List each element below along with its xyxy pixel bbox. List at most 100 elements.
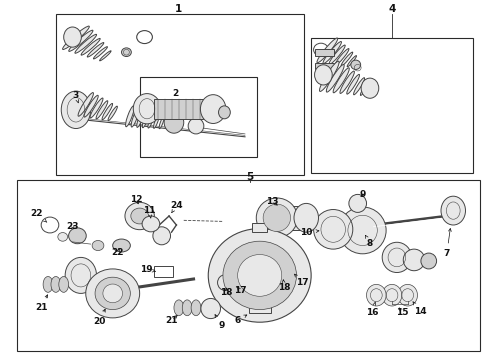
Text: 17: 17	[294, 274, 309, 287]
Ellipse shape	[360, 81, 370, 95]
Ellipse shape	[64, 27, 81, 47]
Ellipse shape	[349, 194, 367, 212]
Ellipse shape	[188, 118, 204, 134]
Ellipse shape	[421, 253, 437, 269]
Ellipse shape	[75, 34, 97, 53]
Ellipse shape	[354, 78, 365, 95]
Ellipse shape	[63, 26, 89, 50]
Ellipse shape	[191, 300, 201, 316]
Ellipse shape	[201, 298, 220, 319]
Ellipse shape	[95, 277, 130, 310]
Text: 22: 22	[111, 248, 124, 257]
Ellipse shape	[335, 49, 349, 65]
Ellipse shape	[323, 41, 342, 64]
Ellipse shape	[256, 198, 297, 238]
Ellipse shape	[94, 47, 107, 59]
Text: 19: 19	[140, 265, 155, 274]
Ellipse shape	[61, 91, 91, 129]
Ellipse shape	[125, 202, 154, 230]
Text: 16: 16	[366, 302, 379, 317]
Text: 10: 10	[300, 228, 319, 237]
Ellipse shape	[58, 233, 68, 241]
Text: 13: 13	[266, 197, 278, 206]
Text: 3: 3	[73, 91, 79, 103]
Ellipse shape	[133, 94, 161, 124]
Text: 2: 2	[172, 89, 178, 98]
Ellipse shape	[96, 101, 108, 119]
Text: 9: 9	[359, 190, 366, 199]
Ellipse shape	[238, 255, 282, 296]
Ellipse shape	[182, 300, 192, 316]
Text: 22: 22	[30, 209, 47, 222]
Ellipse shape	[108, 106, 118, 121]
Ellipse shape	[137, 109, 144, 127]
Ellipse shape	[208, 229, 311, 322]
Text: 15: 15	[396, 307, 409, 317]
Ellipse shape	[102, 103, 113, 120]
Ellipse shape	[148, 113, 154, 128]
Text: 9: 9	[215, 315, 225, 330]
Ellipse shape	[174, 300, 184, 316]
Bar	[315, 63, 334, 69]
Ellipse shape	[69, 30, 93, 51]
Ellipse shape	[263, 204, 291, 231]
Ellipse shape	[218, 275, 233, 291]
Ellipse shape	[230, 278, 243, 291]
Ellipse shape	[87, 42, 104, 57]
Text: 17: 17	[234, 287, 246, 295]
Ellipse shape	[142, 111, 149, 128]
Ellipse shape	[113, 239, 130, 252]
Ellipse shape	[339, 207, 386, 254]
Ellipse shape	[103, 284, 122, 303]
Ellipse shape	[159, 116, 164, 129]
Ellipse shape	[351, 60, 361, 69]
Text: 5: 5	[246, 172, 253, 183]
Bar	[277, 206, 306, 230]
Ellipse shape	[122, 48, 131, 57]
Text: 20: 20	[93, 309, 105, 326]
Ellipse shape	[329, 45, 345, 64]
Ellipse shape	[315, 65, 332, 85]
Ellipse shape	[90, 98, 103, 118]
Ellipse shape	[99, 51, 111, 61]
Ellipse shape	[142, 216, 160, 232]
Ellipse shape	[382, 242, 412, 273]
Bar	[249, 299, 271, 313]
Ellipse shape	[382, 284, 402, 306]
Text: 24: 24	[170, 201, 183, 213]
Ellipse shape	[347, 75, 360, 94]
Bar	[154, 99, 203, 119]
Ellipse shape	[84, 95, 98, 117]
Ellipse shape	[153, 114, 159, 129]
Ellipse shape	[51, 276, 61, 292]
Ellipse shape	[200, 95, 226, 123]
Ellipse shape	[65, 257, 97, 293]
Ellipse shape	[403, 249, 425, 271]
Ellipse shape	[317, 38, 338, 63]
Ellipse shape	[78, 93, 94, 116]
Text: 8: 8	[366, 235, 373, 248]
Ellipse shape	[164, 112, 184, 133]
Ellipse shape	[314, 210, 353, 249]
Ellipse shape	[223, 241, 296, 310]
Ellipse shape	[294, 203, 318, 232]
Ellipse shape	[341, 52, 353, 66]
Text: 21: 21	[165, 315, 178, 325]
Ellipse shape	[131, 208, 148, 224]
Text: 23: 23	[66, 222, 79, 231]
Text: 11: 11	[143, 206, 156, 218]
Ellipse shape	[131, 108, 139, 127]
Ellipse shape	[340, 71, 354, 94]
Text: 7: 7	[443, 229, 451, 258]
Bar	[56, 14, 304, 175]
Text: 6: 6	[234, 315, 247, 325]
Ellipse shape	[319, 61, 339, 91]
Bar	[315, 49, 334, 56]
Ellipse shape	[326, 64, 344, 92]
Ellipse shape	[441, 196, 465, 225]
Ellipse shape	[347, 56, 357, 67]
Bar	[140, 77, 257, 157]
Ellipse shape	[367, 284, 386, 306]
Ellipse shape	[86, 269, 140, 318]
Text: 1: 1	[175, 4, 182, 14]
